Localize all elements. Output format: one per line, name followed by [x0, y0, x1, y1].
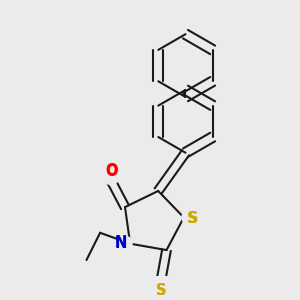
Text: S: S — [156, 284, 166, 298]
Text: S: S — [187, 212, 198, 226]
Text: S: S — [156, 284, 166, 298]
Text: O: O — [105, 164, 118, 179]
Text: O: O — [105, 164, 118, 178]
Text: N: N — [115, 235, 127, 250]
Circle shape — [118, 236, 132, 250]
Text: S: S — [188, 211, 199, 226]
Text: N: N — [115, 236, 127, 250]
Circle shape — [182, 211, 196, 224]
Circle shape — [154, 278, 168, 291]
Circle shape — [104, 171, 118, 185]
